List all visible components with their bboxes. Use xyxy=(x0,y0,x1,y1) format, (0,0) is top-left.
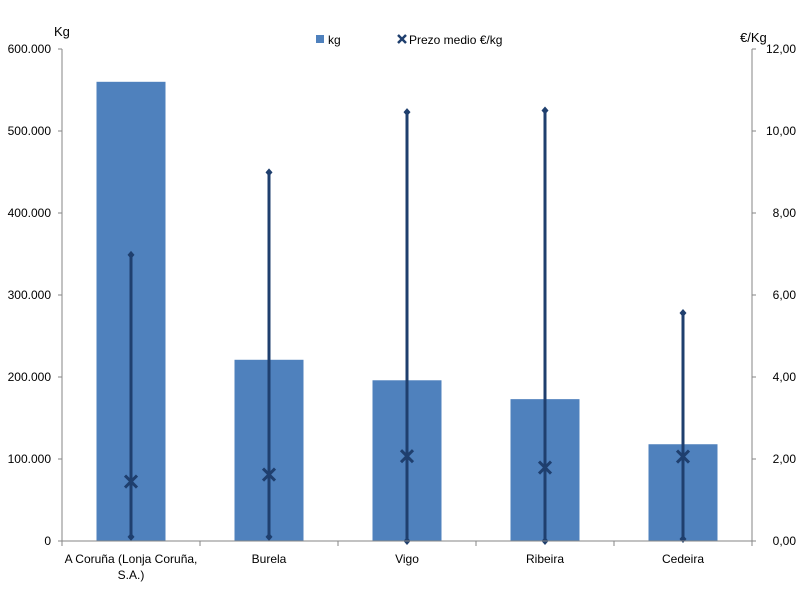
left-axis-ticks: 0 100.000 200.000 300.000 400.000 500.000 600.… xyxy=(8,42,62,548)
right-tick-label: 2,00 xyxy=(773,452,797,466)
legend-label-kg: kg xyxy=(328,33,341,47)
right-tick-label: 6,00 xyxy=(773,288,797,302)
right-axis-unit: €/Kg xyxy=(740,30,767,45)
left-tick-label: 500.000 xyxy=(8,124,52,138)
left-tick-label: 300.000 xyxy=(8,288,52,302)
left-tick-label: 400.000 xyxy=(8,206,52,220)
legend-swatch-kg xyxy=(316,35,324,43)
right-tick-label: 0,00 xyxy=(773,534,797,548)
left-tick-label: 200.000 xyxy=(8,370,52,384)
price-average-marker xyxy=(261,467,277,482)
price-min-marker xyxy=(127,532,135,541)
right-tick-label: 8,00 xyxy=(773,206,797,220)
price-min-marker xyxy=(265,532,273,541)
price-max-marker xyxy=(679,309,687,318)
price-average-marker xyxy=(537,460,553,475)
price-max-marker xyxy=(265,168,273,177)
category-label: Burela xyxy=(252,552,287,566)
price-max-marker xyxy=(541,106,549,115)
legend: kg Prezo medio €/kg xyxy=(316,33,502,47)
category-label: Cedeira xyxy=(662,552,704,566)
price-max-marker xyxy=(403,108,411,117)
left-tick-label: 600.000 xyxy=(8,42,52,56)
right-axis-ticks: 0,00 2,00 4,00 6,00 8,00 10,00 12,00 xyxy=(752,42,796,548)
category-label: Vigo xyxy=(395,552,419,566)
category-labels: A Coruña (Lonja Coruña, S.A.) Burela Vigo Ri… xyxy=(65,552,705,582)
right-tick-label: 10,00 xyxy=(766,124,796,138)
price-average-marker xyxy=(675,449,691,464)
right-tick-label: 12,00 xyxy=(766,42,796,56)
price-max-marker xyxy=(127,250,135,259)
left-axis-unit: Kg xyxy=(54,24,70,39)
price-average-marker xyxy=(399,449,415,464)
legend-marker-price-icon xyxy=(397,34,407,44)
category-label: Ribeira xyxy=(526,552,564,566)
legend-label-price: Prezo medio €/kg xyxy=(409,33,502,47)
left-tick-label: 100.000 xyxy=(8,452,52,466)
right-tick-label: 4,00 xyxy=(773,370,797,384)
category-label: A Coruña (Lonja Coruña, S.A.) xyxy=(65,552,198,582)
price-average-marker xyxy=(123,474,139,489)
left-tick-label: 0 xyxy=(44,534,51,548)
price-range-layer xyxy=(123,106,691,545)
